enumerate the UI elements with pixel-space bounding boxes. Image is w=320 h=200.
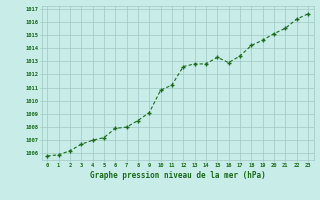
X-axis label: Graphe pression niveau de la mer (hPa): Graphe pression niveau de la mer (hPa) (90, 171, 266, 180)
